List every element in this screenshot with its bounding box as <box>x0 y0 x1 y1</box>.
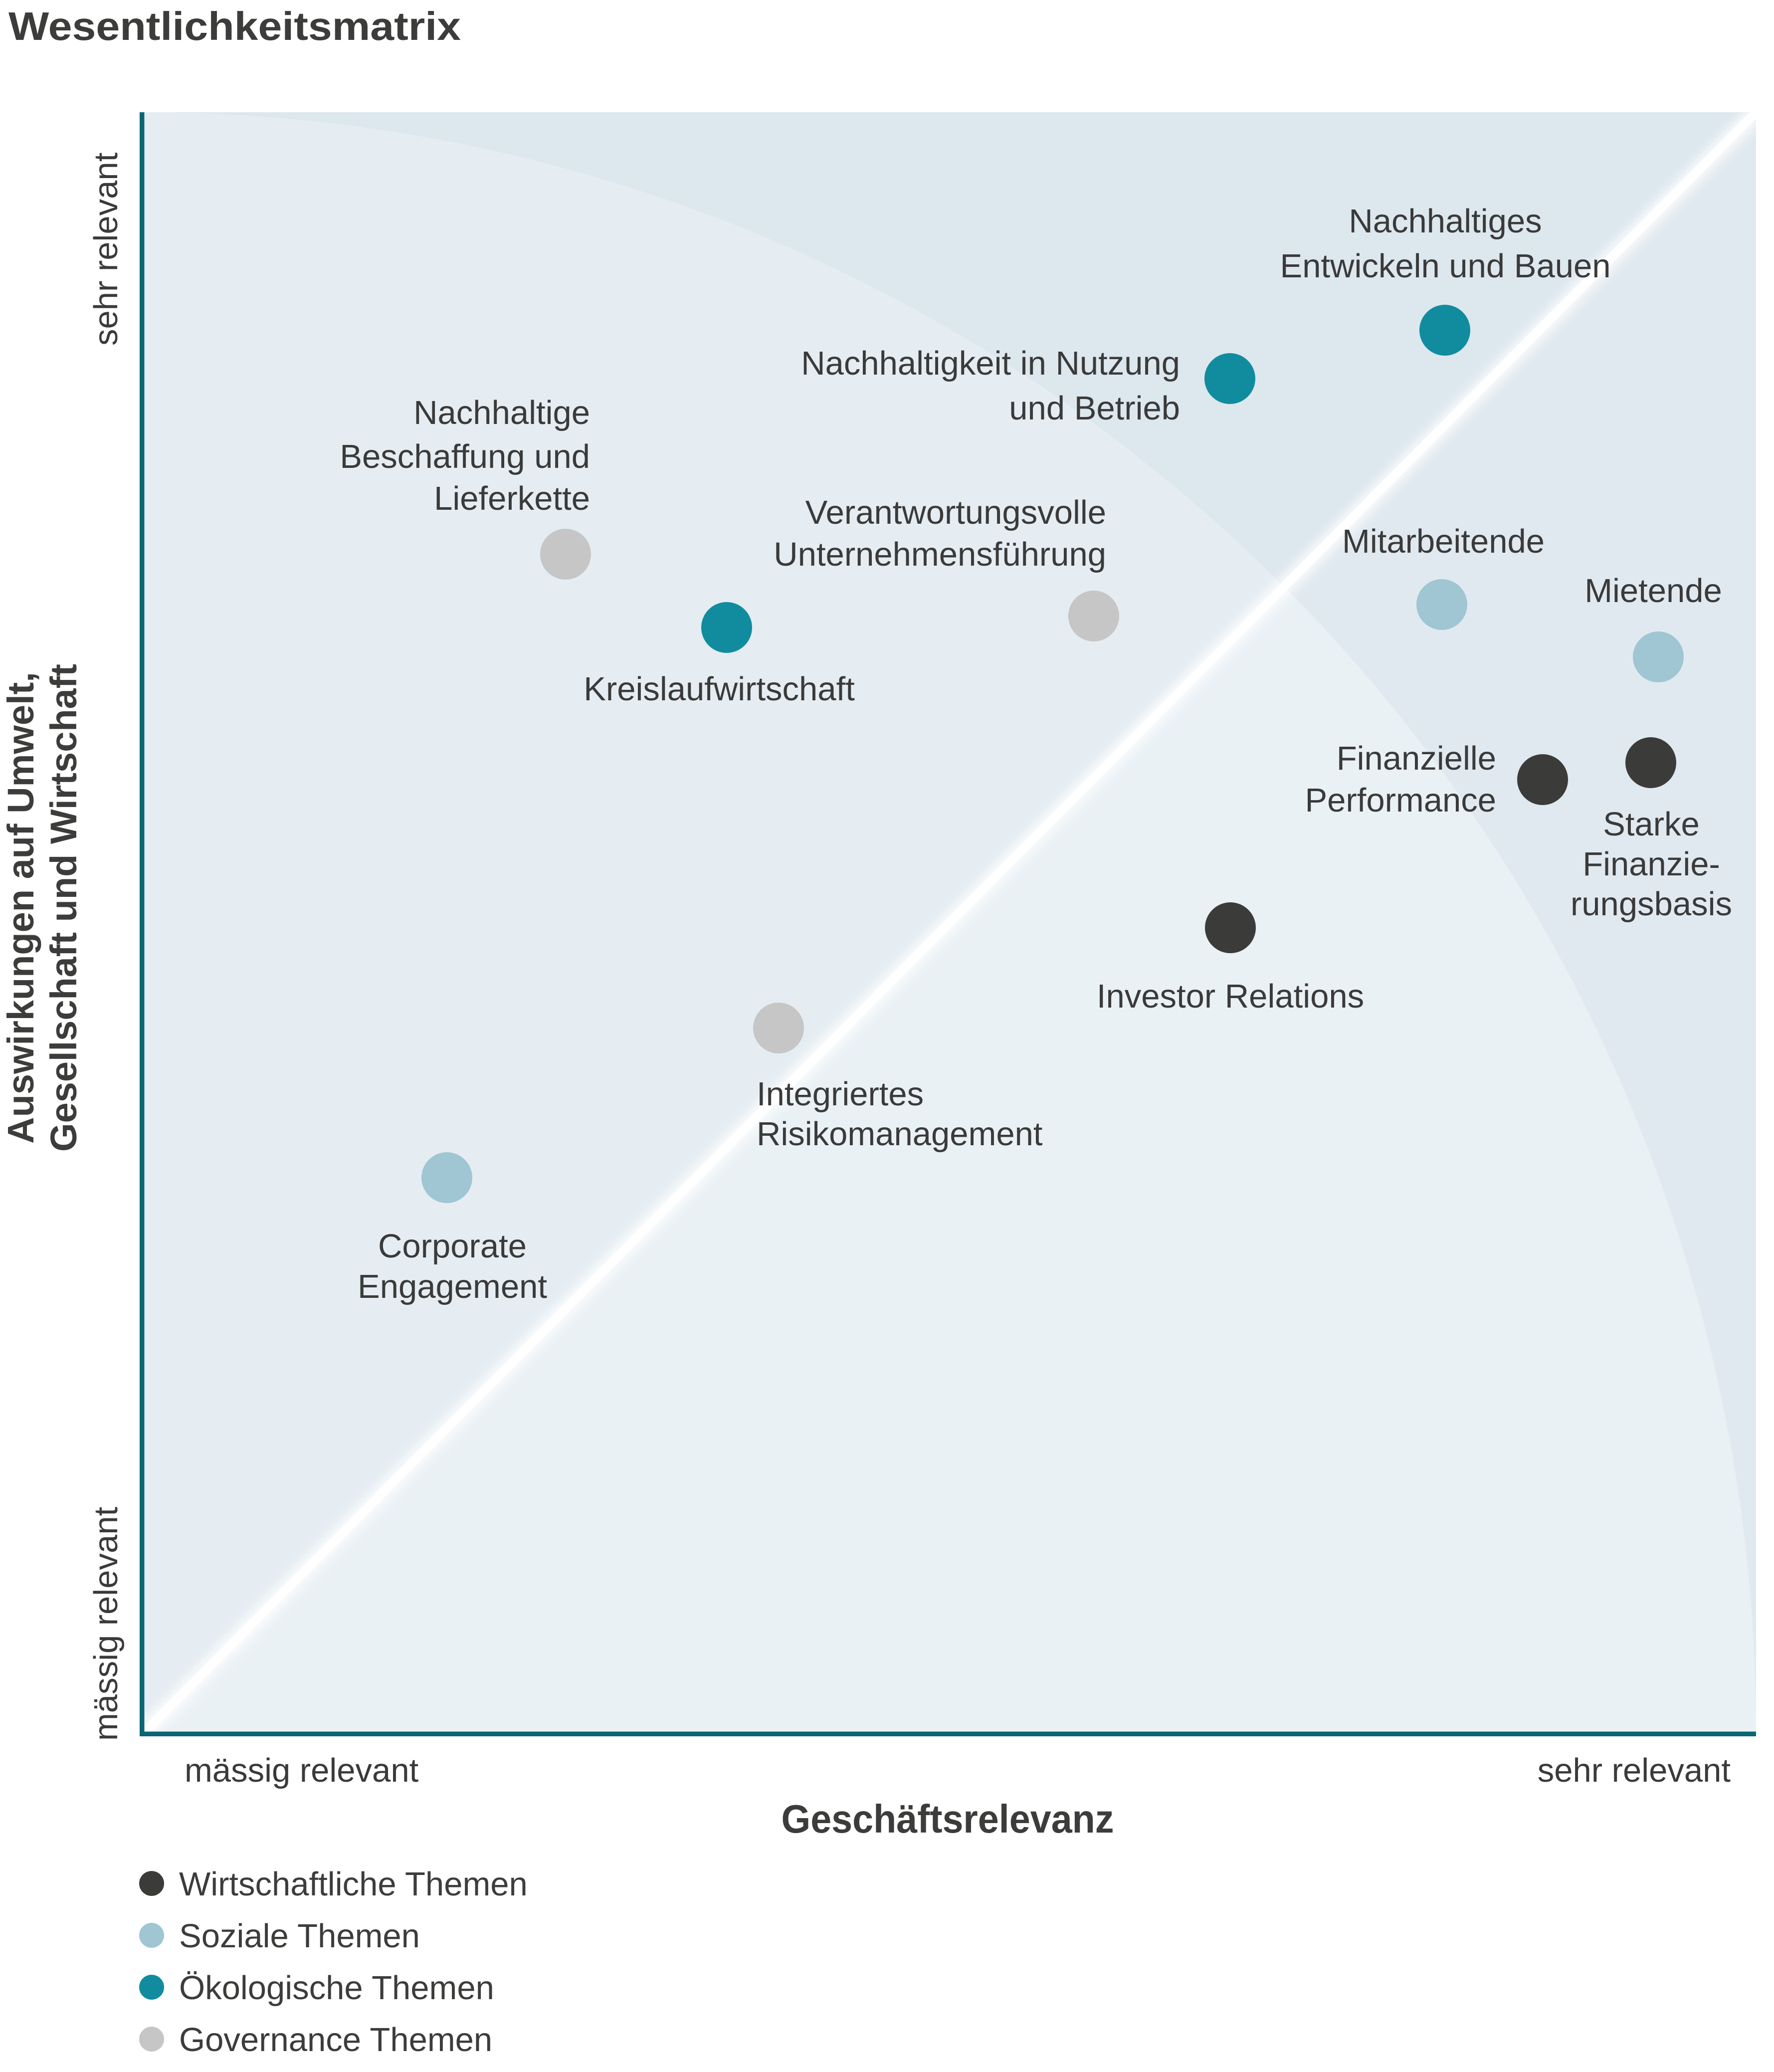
svg-text:Lieferkette: Lieferkette <box>434 480 590 517</box>
svg-text:Performance: Performance <box>1305 782 1496 819</box>
svg-text:Investor Relations: Investor Relations <box>1097 978 1364 1015</box>
svg-text:Nachhaltiges: Nachhaltiges <box>1349 203 1542 240</box>
svg-text:Governance Themen: Governance Themen <box>179 2021 492 2059</box>
svg-text:Finanzie-: Finanzie- <box>1582 845 1720 883</box>
svg-text:Mietende: Mietende <box>1584 572 1722 610</box>
svg-text:Ökologische Themen: Ökologische Themen <box>179 1969 494 2007</box>
svg-text:Nachhaltigkeit in Nutzung: Nachhaltigkeit in Nutzung <box>801 345 1180 382</box>
svg-text:Geschäftsrelevanz: Geschäftsrelevanz <box>782 1797 1114 1841</box>
svg-text:Mitarbeitende: Mitarbeitende <box>1342 523 1545 560</box>
svg-text:Wesentlichkeitsmatrix: Wesentlichkeitsmatrix <box>8 4 461 48</box>
svg-text:Soziale Themen: Soziale Themen <box>179 1917 420 1955</box>
svg-text:Beschaffung und: Beschaffung und <box>340 438 590 475</box>
svg-text:mässig relevant: mässig relevant <box>87 1506 125 1741</box>
svg-text:Verantwortungsvolle: Verantwortungsvolle <box>805 494 1106 531</box>
svg-text:Risikomanagement: Risikomanagement <box>757 1115 1043 1153</box>
svg-text:Engagement: Engagement <box>358 1268 547 1305</box>
svg-text:rungsbasis: rungsbasis <box>1571 885 1732 923</box>
svg-text:sehr relevant: sehr relevant <box>87 152 125 346</box>
svg-text:Wirtschaftliche Themen: Wirtschaftliche Themen <box>179 1865 528 1903</box>
svg-text:Unternehmensführung: Unternehmensführung <box>774 536 1106 573</box>
svg-text:sehr relevant: sehr relevant <box>1538 1752 1731 1789</box>
svg-text:Auswirkungen auf Umwelt,: Auswirkungen auf Umwelt, <box>0 672 41 1144</box>
svg-text:Nachhaltige: Nachhaltige <box>413 394 590 431</box>
svg-text:Starke: Starke <box>1603 806 1700 843</box>
svg-text:Integriertes: Integriertes <box>757 1075 924 1113</box>
svg-text:Entwickeln und Bauen: Entwickeln und Bauen <box>1280 247 1611 285</box>
svg-text:und Betrieb: und Betrieb <box>1009 390 1180 427</box>
svg-text:Gesellschaft und Wirtschaft: Gesellschaft und Wirtschaft <box>43 664 84 1152</box>
svg-text:Kreislaufwirtschaft: Kreislaufwirtschaft <box>584 670 855 708</box>
svg-text:mässig relevant: mässig relevant <box>185 1752 419 1789</box>
svg-text:Finanzielle: Finanzielle <box>1337 740 1496 777</box>
svg-text:Corporate: Corporate <box>378 1228 527 1265</box>
